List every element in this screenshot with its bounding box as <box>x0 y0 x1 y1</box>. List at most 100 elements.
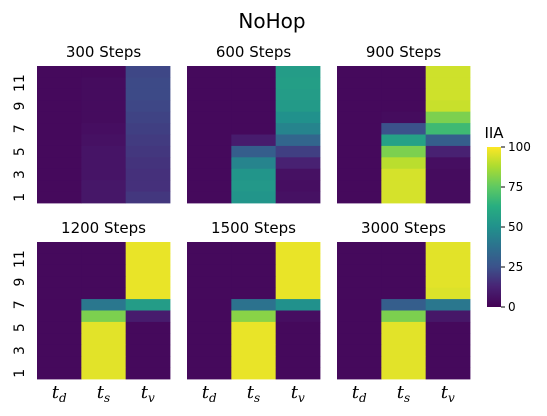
heatmap-cell <box>125 367 171 380</box>
heatmap-cell <box>187 77 232 90</box>
heatmap-cell <box>187 157 232 170</box>
heatmap-panel: 3000 Steps td ts tv <box>337 219 471 405</box>
heatmap-cell <box>337 145 382 158</box>
heatmap-cell <box>425 344 471 357</box>
heatmap-cell <box>337 276 382 289</box>
heatmap-cell <box>187 145 232 158</box>
heatmap-cell <box>425 123 471 135</box>
y-tick-label: 11 <box>12 250 28 268</box>
colorbar-tick-label: 25 <box>508 260 523 274</box>
heatmap-cell <box>81 66 127 78</box>
heatmap-cell <box>231 123 277 135</box>
heatmap-cell <box>37 66 82 78</box>
heatmap-cell <box>425 367 471 380</box>
heatmap-cell <box>337 333 382 346</box>
heatmap-cell <box>37 299 82 311</box>
heatmap-cell <box>425 310 471 323</box>
heatmap-cell <box>37 100 82 113</box>
heatmap-cell <box>125 321 171 334</box>
heatmap-cell <box>187 168 232 181</box>
heatmap-panel: 900 Steps <box>337 43 471 204</box>
heatmap-cell <box>231 242 277 254</box>
heatmap-cell <box>337 77 382 90</box>
heatmap-cell <box>425 100 471 113</box>
heatmap-cell <box>187 242 232 254</box>
heatmap-cell <box>337 242 382 254</box>
heatmap-cell <box>81 88 127 101</box>
heatmap-cell <box>381 333 427 346</box>
heatmap-cell <box>425 134 471 147</box>
y-tick-label: 5 <box>12 323 28 332</box>
x-tick-label: ts <box>97 382 110 405</box>
heatmap-cell <box>381 276 427 289</box>
y-tick-label: 7 <box>12 124 28 133</box>
heatmap-cell <box>81 356 127 368</box>
heatmap-cell <box>187 123 232 135</box>
heatmap-cell <box>81 367 127 380</box>
heatmap-cell <box>37 180 82 192</box>
heatmap-cell <box>231 157 277 170</box>
heatmap-cell <box>231 367 277 380</box>
heatmap-cell <box>231 321 277 334</box>
heatmap-cell <box>381 77 427 90</box>
heatmap-cell <box>125 276 171 289</box>
heatmap-cell <box>231 264 277 277</box>
heatmap-cell <box>187 367 232 380</box>
heatmap-cell <box>81 276 127 289</box>
heatmap-cell <box>275 264 321 277</box>
colorbar-tick-label: 50 <box>508 220 523 234</box>
heatmap-cell <box>81 134 127 147</box>
heatmap-cell <box>425 356 471 368</box>
colorbar-gradient <box>487 147 501 307</box>
heatmap-cell <box>275 100 321 113</box>
heatmap-cell <box>381 157 427 170</box>
heatmap-cell <box>37 242 82 254</box>
heatmap-cell <box>81 242 127 254</box>
heatmap-cell <box>125 299 171 311</box>
heatmap-cell <box>37 264 82 277</box>
heatmap-cell <box>381 242 427 254</box>
heatmap-cell <box>337 88 382 101</box>
heatmap-cell <box>37 333 82 346</box>
heatmap-cell <box>125 253 171 266</box>
heatmap-cell <box>275 344 321 357</box>
figure-title: NoHop <box>238 9 305 33</box>
heatmap-cell <box>37 123 82 135</box>
heatmap-cell <box>125 111 171 124</box>
colorbar-label: IIA <box>484 124 504 142</box>
heatmap-cell <box>37 344 82 357</box>
heatmap-cell <box>275 253 321 266</box>
heatmap-cell <box>275 111 321 124</box>
heatmap-cell <box>275 157 321 170</box>
heatmap-cell <box>81 344 127 357</box>
heatmap-cell <box>275 321 321 334</box>
heatmap-cell <box>231 168 277 181</box>
heatmap-cell <box>231 134 277 147</box>
heatmap-cell <box>425 66 471 78</box>
y-tick-label: 3 <box>12 346 28 355</box>
heatmap-cell <box>125 123 171 135</box>
heatmap-cell <box>187 100 232 113</box>
heatmap-cell <box>231 276 277 289</box>
heatmap-cell <box>275 310 321 323</box>
heatmap-cell <box>187 88 232 101</box>
heatmap-cell <box>275 145 321 158</box>
heatmap-panel: 1500 Steps td ts tv <box>187 219 321 405</box>
heatmap-panels: 300 Steps 1 3 5 7 9 11 600 Steps 900 Steps 1200 S… <box>12 43 471 405</box>
heatmap-cell <box>337 123 382 135</box>
panel-title: 1200 Steps <box>61 219 146 237</box>
heatmap-cell <box>81 321 127 334</box>
heatmap-cell <box>231 111 277 124</box>
heatmap-cell <box>187 276 232 289</box>
heatmap-cell <box>187 356 232 368</box>
heatmap-cell <box>125 180 171 192</box>
heatmap-cell <box>125 287 171 300</box>
heatmap-cell <box>425 157 471 170</box>
heatmap-cell <box>125 264 171 277</box>
heatmap-cell <box>125 356 171 368</box>
heatmap-cell <box>231 100 277 113</box>
y-tick-label: 1 <box>12 193 28 202</box>
heatmap-cell <box>125 333 171 346</box>
heatmap-cell <box>81 333 127 346</box>
